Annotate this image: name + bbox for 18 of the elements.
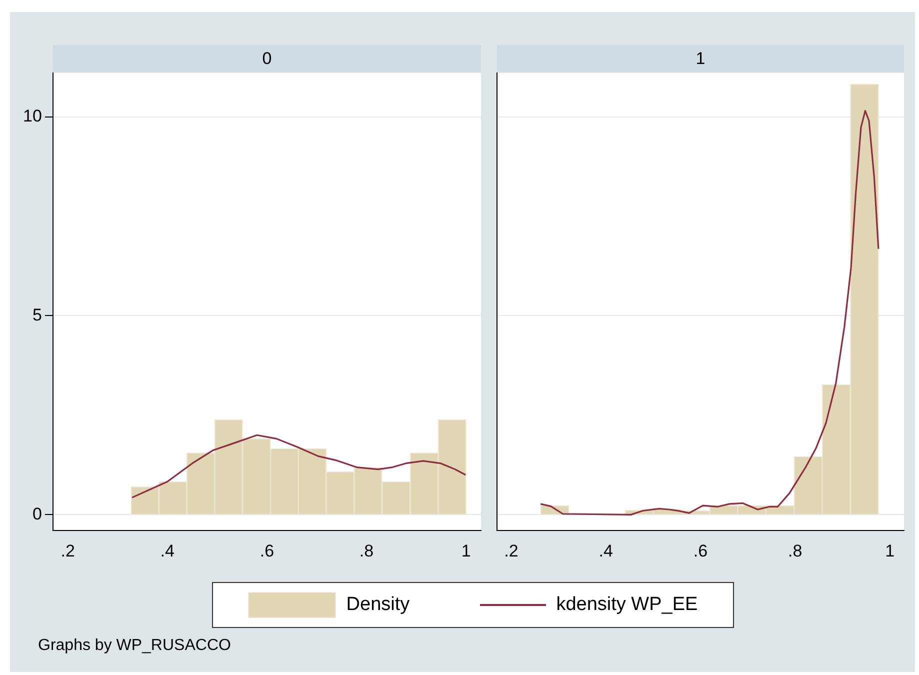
x-tick-label: .6 bbox=[693, 541, 708, 560]
chart-title: 1 bbox=[497, 45, 904, 72]
x-tick-label: 1 bbox=[461, 541, 471, 560]
x-tick-label: .4 bbox=[160, 541, 174, 560]
y-tick-label: 0 bbox=[32, 504, 42, 524]
legend-label: Density bbox=[346, 594, 410, 616]
x-tick-label: .2 bbox=[60, 541, 75, 560]
y-tick-label: 5 bbox=[32, 305, 42, 324]
x-tick-label: 1 bbox=[885, 541, 895, 560]
text: Graphs by WP_RUSACCO bbox=[38, 637, 231, 655]
x-tick-label: .4 bbox=[598, 541, 613, 560]
y-tick-label: 10 bbox=[22, 106, 42, 126]
legend-label: kdensity WP_EE bbox=[556, 594, 698, 616]
x-tick-label: .2 bbox=[504, 541, 518, 560]
x-tick-label: .6 bbox=[260, 541, 274, 560]
chart-title: 0 bbox=[52, 45, 481, 72]
x-tick-label: .8 bbox=[359, 541, 374, 560]
x-tick-label: .8 bbox=[788, 541, 802, 560]
